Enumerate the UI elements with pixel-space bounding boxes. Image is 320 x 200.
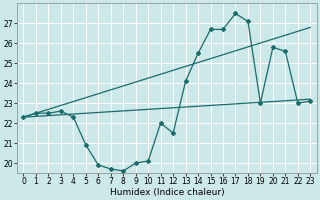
X-axis label: Humidex (Indice chaleur): Humidex (Indice chaleur): [109, 188, 224, 197]
